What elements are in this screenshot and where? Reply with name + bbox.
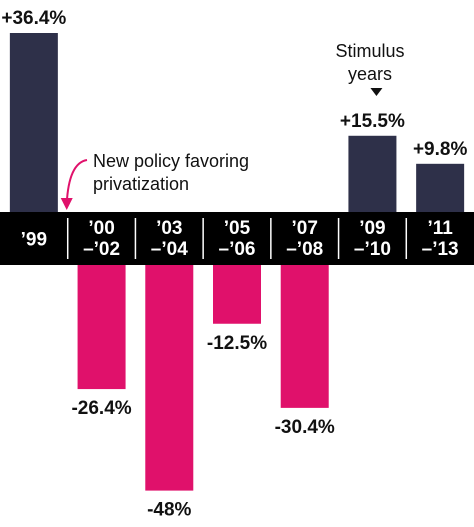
category-axis-band <box>0 212 474 265</box>
stimulus-annotation-line-1: Stimulus <box>335 41 405 61</box>
category-label-3-line-0: ’05 <box>224 218 251 239</box>
bar-1 <box>77 265 126 390</box>
bars-group <box>9 33 465 491</box>
bar-4 <box>280 265 329 408</box>
category-label-4-line-0: ’07 <box>292 218 318 239</box>
category-label-2-line-1: –’04 <box>151 239 188 260</box>
stimulus-annotation-line-2: years <box>347 64 392 84</box>
category-label-1-line-1: –’02 <box>83 239 120 260</box>
stimulus-annotation: Stimulus years <box>330 40 410 86</box>
policy-annotation-line-2: privatization <box>93 174 190 194</box>
value-label-5: +15.5% <box>340 111 405 132</box>
value-label-4: -30.4% <box>275 417 335 438</box>
category-label-6: ’11 –’13 <box>422 218 459 260</box>
bar-2 <box>145 265 194 491</box>
policy-arrow-icon <box>65 159 88 205</box>
category-label-6-line-0: ’11 <box>427 218 453 239</box>
category-label-1: ’00 –’02 <box>83 218 120 260</box>
value-label-2: -48% <box>147 500 191 521</box>
value-labels: +36.4% -26.4% -48% -12.5% -30.4% +15.5% +9.8% <box>1 8 467 521</box>
category-label-4-line-1: –’08 <box>286 239 323 260</box>
bar-0 <box>9 33 58 212</box>
category-label-0: ’99 <box>21 230 47 251</box>
category-axis-labels: ’99 ’00 –’02 ’03 –’04 ’05 –’06 ’07 –’08 ’09 –’10 ’1… <box>21 218 459 260</box>
category-label-6-line-1: –’13 <box>422 239 459 260</box>
category-label-5-line-0: ’09 <box>359 218 385 239</box>
value-label-1: -26.4% <box>71 398 131 419</box>
category-label-5: ’09 –’10 <box>354 218 391 260</box>
category-label-2: ’03 –’04 <box>151 218 188 260</box>
value-label-3: -12.5% <box>207 333 267 354</box>
category-label-3: ’05 –’06 <box>219 218 256 260</box>
value-label-0: +36.4% <box>1 8 66 29</box>
value-label-6: +9.8% <box>413 139 468 160</box>
policy-annotation: New policy favoring privatization <box>93 150 249 196</box>
axis-dividers <box>66 218 408 259</box>
stimulus-arrow-icon <box>370 88 383 96</box>
bar-6 <box>416 163 465 212</box>
policy-annotation-line-1: New policy favoring <box>93 151 250 171</box>
category-label-3-line-1: –’06 <box>219 239 256 260</box>
bar-5 <box>348 135 397 212</box>
category-label-4: ’07 –’08 <box>286 218 323 260</box>
category-label-1-line-0: ’00 <box>88 218 114 239</box>
category-label-2-line-0: ’03 <box>156 218 182 239</box>
category-label-5-line-1: –’10 <box>354 239 391 260</box>
bar-3 <box>213 265 261 324</box>
policy-arrowhead-icon <box>60 198 73 210</box>
